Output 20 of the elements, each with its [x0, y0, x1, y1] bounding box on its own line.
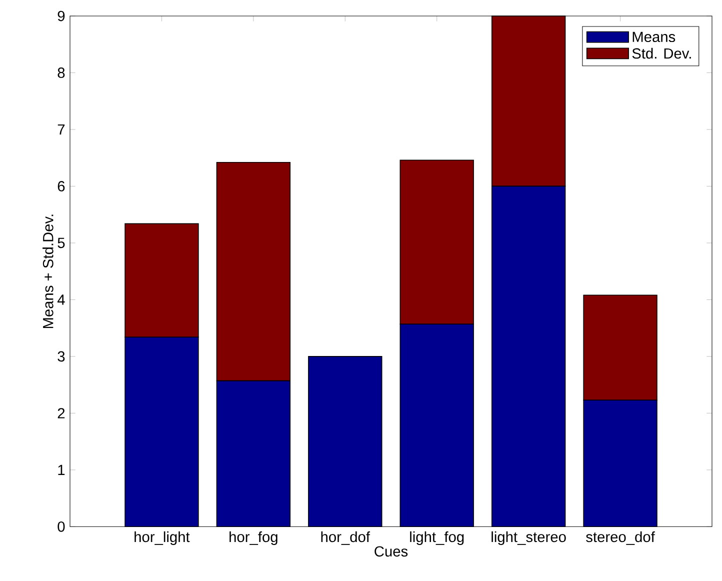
y-tick-label: 4: [57, 294, 65, 305]
x-tick-label: hor_light: [134, 531, 190, 546]
x-tick-label: hor_dof: [321, 531, 370, 545]
x-tick-label: hor_fog: [230, 531, 278, 546]
x-axis-title: Cues: [374, 546, 408, 557]
y-tick-label: 8: [58, 68, 65, 78]
y-tick-label: 7: [58, 124, 65, 135]
y-tick-label: 6: [58, 181, 65, 192]
x-tick-label: light_fog: [410, 531, 464, 546]
y-axis-title: Means + Std.Dev.: [42, 214, 54, 328]
legend-label: Means: [632, 32, 676, 42]
y-tick-label: 1: [58, 464, 65, 475]
legend-label: Std. Dev.: [632, 48, 691, 59]
x-tick-label: light_stereo: [492, 531, 566, 546]
y-tick-label: 0: [58, 521, 65, 532]
y-tick-label: 9: [58, 10, 65, 22]
y-tick-label: 2: [58, 408, 65, 418]
y-tick-label: 3: [58, 351, 65, 362]
x-tick-label: stereo_dof: [586, 531, 655, 545]
y-tick-label: 5: [58, 238, 65, 248]
